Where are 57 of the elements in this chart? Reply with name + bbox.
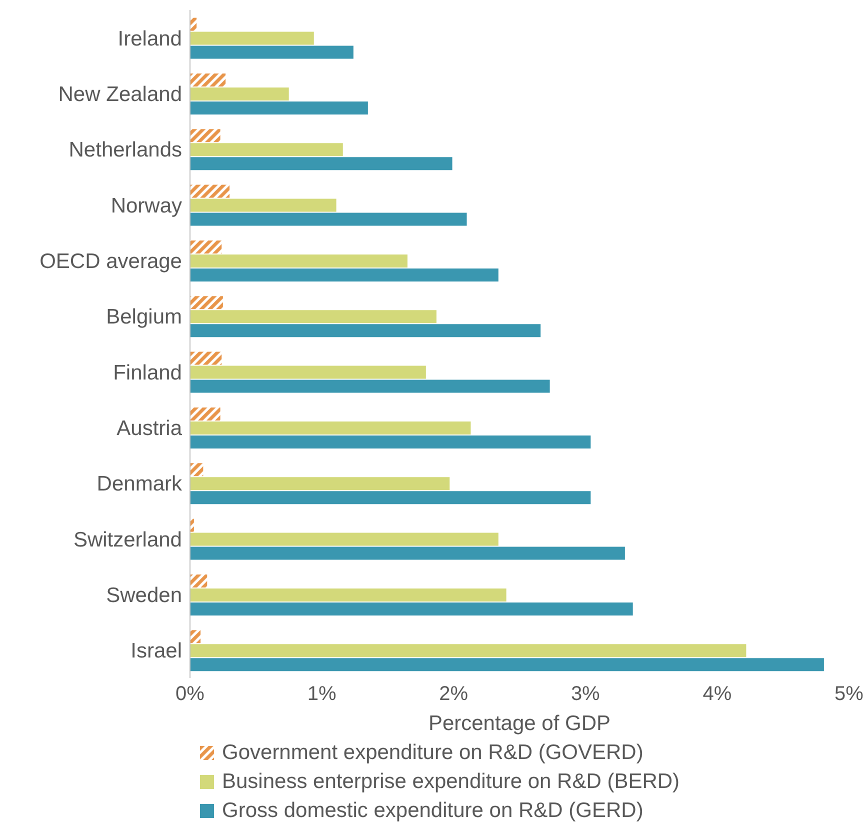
legend-label: Business enterprise expenditure on R&D (BERD) xyxy=(222,769,680,795)
y-tick-label: OECD average xyxy=(40,250,182,273)
bar xyxy=(190,46,354,59)
bar xyxy=(190,546,625,560)
y-tick-label: Netherlands xyxy=(68,138,182,162)
bar xyxy=(190,129,220,142)
x-tick-label: 3% xyxy=(570,683,600,706)
bar xyxy=(190,240,222,254)
bar xyxy=(190,477,450,490)
bar xyxy=(190,463,204,476)
bar xyxy=(190,198,336,212)
bar xyxy=(190,435,591,448)
bar xyxy=(190,658,824,672)
bar xyxy=(190,268,498,282)
y-tick-label: New Zealand xyxy=(58,82,182,106)
bar xyxy=(190,73,226,86)
bar xyxy=(190,212,467,226)
bar xyxy=(190,101,368,114)
bar xyxy=(190,421,471,434)
y-tick-label: Finland xyxy=(113,361,182,384)
y-tick-label: Israel xyxy=(130,640,182,663)
legend-label: Government expenditure on R&D (GOVERD) xyxy=(222,740,644,766)
bar xyxy=(190,352,222,365)
bar xyxy=(190,532,498,546)
bar xyxy=(190,18,197,31)
y-tick-label: Austria xyxy=(116,416,182,440)
bar xyxy=(190,184,230,198)
x-tick-label: 4% xyxy=(702,683,732,706)
bar xyxy=(190,630,201,644)
y-tick-label: Norway xyxy=(110,194,182,218)
bar xyxy=(190,254,408,268)
y-tick-label: Denmark xyxy=(96,472,182,496)
bar xyxy=(190,644,746,658)
bar xyxy=(190,296,223,310)
x-axis-title: Percentage of GDP xyxy=(428,712,611,735)
bar xyxy=(190,32,314,45)
bar xyxy=(190,588,506,602)
bar xyxy=(190,380,550,393)
y-tick-label: Ireland xyxy=(118,27,182,50)
bar xyxy=(190,602,633,616)
y-tick-label: Belgium xyxy=(106,306,182,329)
bar xyxy=(190,491,591,504)
x-tick-label: 5% xyxy=(834,683,863,706)
bar xyxy=(190,407,220,420)
x-tick-label: 1% xyxy=(307,683,336,706)
x-tick-label: 2% xyxy=(439,683,468,706)
bar xyxy=(190,157,452,170)
y-tick-label: Sweden xyxy=(106,584,182,607)
y-tick-label: Switzerland xyxy=(73,528,182,552)
bar xyxy=(190,324,541,338)
bar xyxy=(190,87,289,100)
bar xyxy=(190,574,208,588)
bar xyxy=(190,143,343,156)
x-tick-label: 0% xyxy=(176,683,205,706)
bar xyxy=(190,366,426,379)
legend-label: Gross domestic expenditure on R&D (GERD) xyxy=(222,798,644,824)
bar xyxy=(190,310,436,324)
